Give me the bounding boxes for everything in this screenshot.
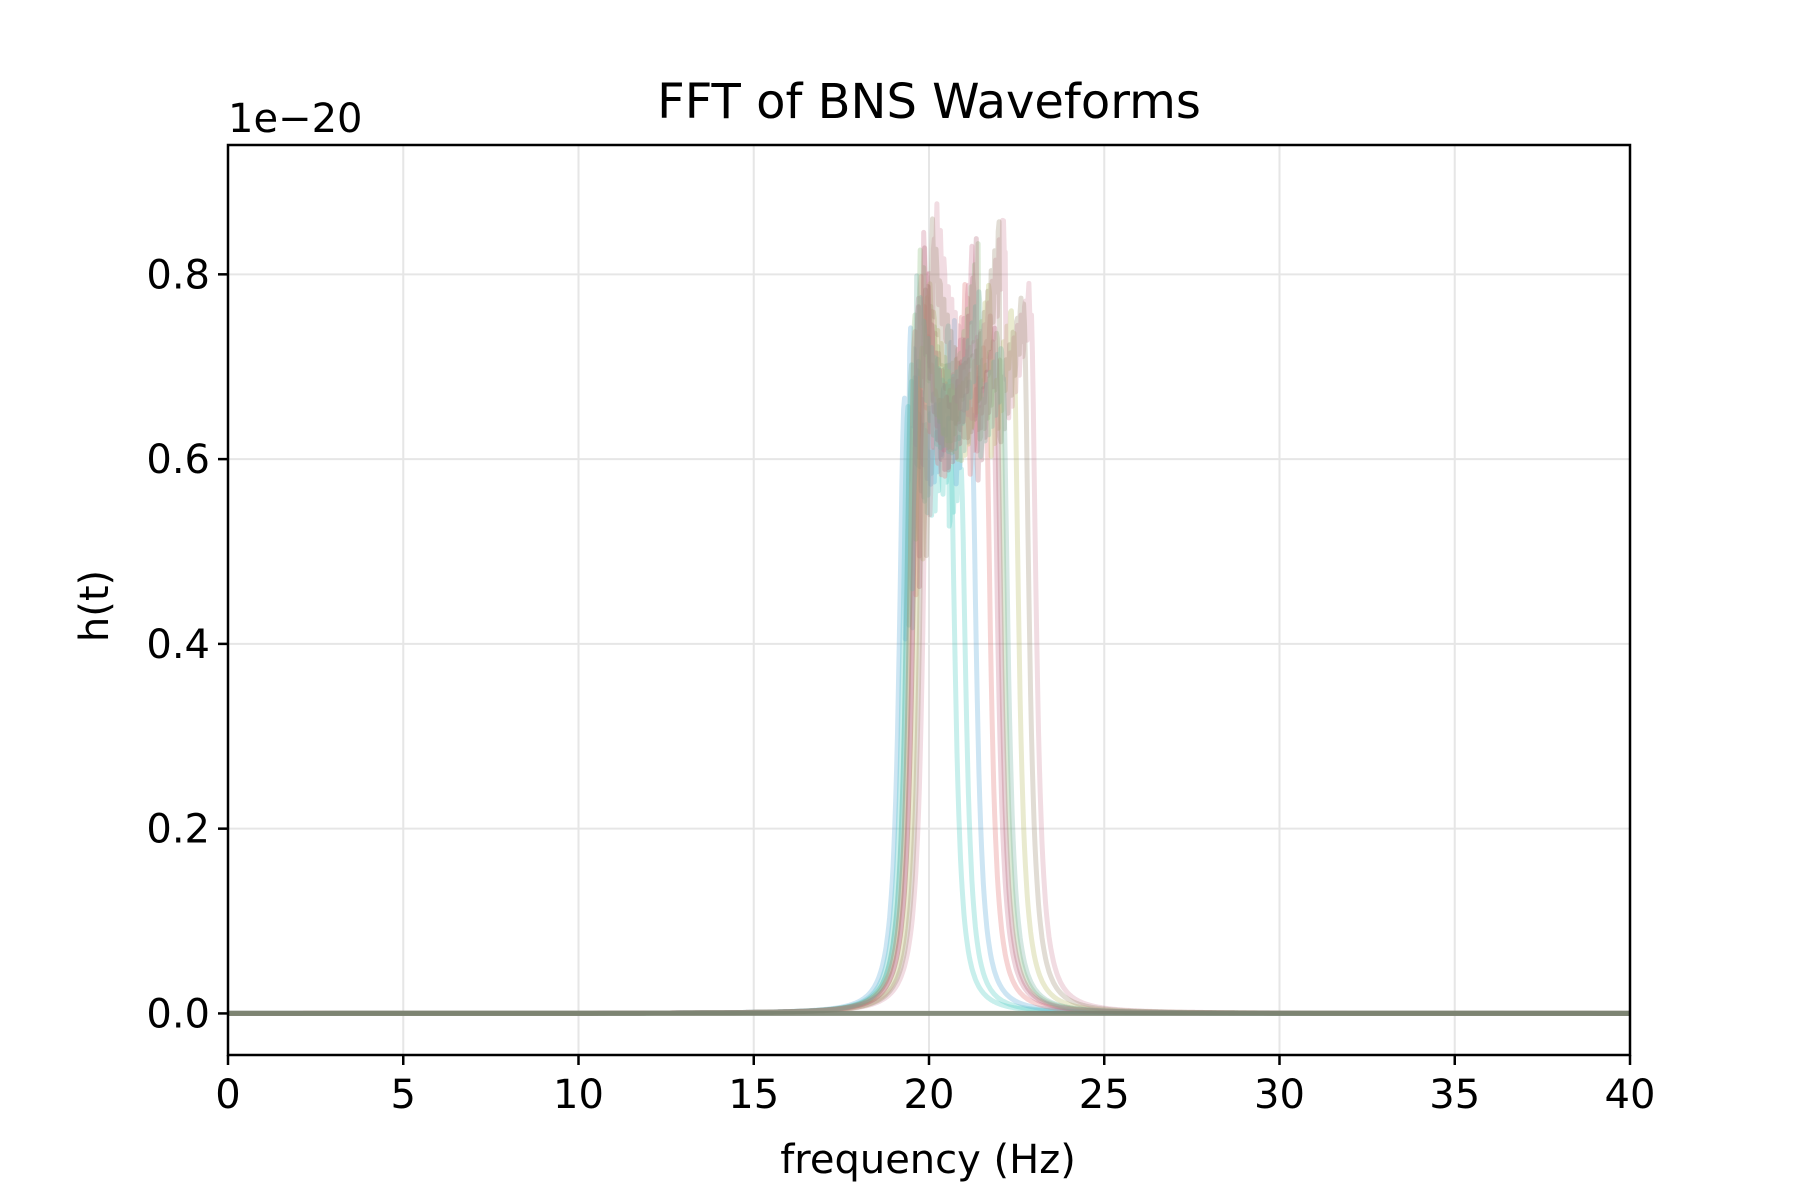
x-tick-label-2: 10	[553, 1072, 604, 1118]
x-tick-label-5: 25	[1079, 1072, 1130, 1118]
y-tick-label-2: 0.4	[146, 622, 210, 668]
x-tick-label-8: 40	[1605, 1072, 1656, 1118]
x-tick-label-1: 5	[391, 1072, 416, 1118]
chart-title: FFT of BNS Waveforms	[657, 74, 1201, 130]
grid-layer	[227, 145, 1631, 1055]
y-tick-label-4: 0.8	[146, 252, 210, 298]
axes-layer: 0 5 10 15 20 25 30 35 40 0.0 0.2 0.4 0.6 0.8	[146, 143, 1656, 1118]
x-tick-label-6: 30	[1254, 1072, 1305, 1118]
y-tick-label-0: 0.0	[146, 991, 210, 1037]
x-tick-label-7: 35	[1429, 1072, 1480, 1118]
series-layer	[228, 201, 1630, 1016]
x-tick-label-0: 0	[215, 1072, 240, 1118]
y-tick-label-1: 0.2	[146, 807, 210, 853]
x-axis-label: frequency (Hz)	[780, 1137, 1076, 1183]
x-tick-label-4: 20	[904, 1072, 955, 1118]
y-tick-label-3: 0.6	[146, 437, 210, 483]
y-axis-label: h(t)	[72, 570, 118, 642]
y-offset-label: 1e−20	[228, 96, 362, 142]
x-tick-label-3: 15	[728, 1072, 779, 1118]
